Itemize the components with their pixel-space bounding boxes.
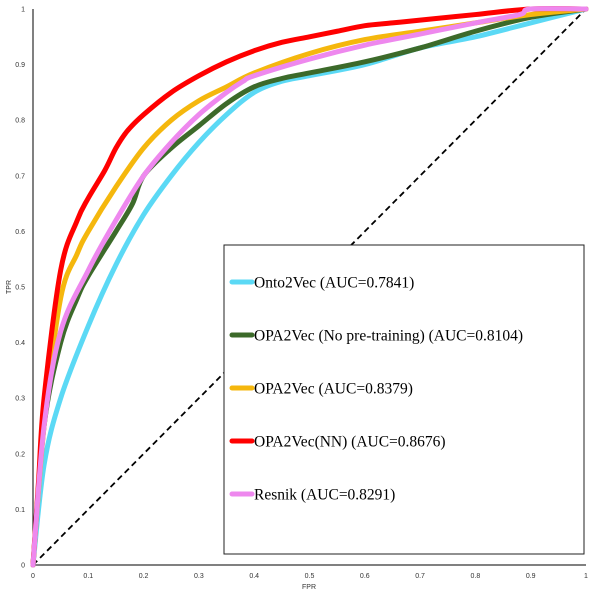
x-tick-label: 0.7 <box>415 573 425 580</box>
series-line-4 <box>30 6 589 568</box>
x-tick-label: 0.9 <box>526 573 536 580</box>
series-group <box>30 6 589 568</box>
legend-items: Onto2Vec (AUC=0.7841) OPA2Vec (No pre-tra… <box>229 275 523 504</box>
x-tick-label: 0.8 <box>471 573 481 580</box>
x-tick-label: 0.2 <box>139 573 149 580</box>
y-axis-title: TPR <box>6 280 13 294</box>
x-tick-labels: 0 0.1 0.2 0.3 0.4 0.5 0.6 0.7 0.8 0.9 1 <box>31 573 588 580</box>
x-tick-label: 0.4 <box>249 573 259 580</box>
y-tick-label: 0.7 <box>15 173 25 180</box>
legend-label: Onto2Vec (AUC=0.7841) <box>254 275 414 292</box>
x-tick-label: 0.3 <box>194 573 204 580</box>
legend-box <box>223 244 585 555</box>
legend: Onto2Vec (AUC=0.7841) OPA2Vec (No pre-tra… <box>223 244 585 555</box>
legend-label: Resnik (AUC=0.8291) <box>254 487 395 504</box>
y-tick-label: 0.9 <box>15 62 25 69</box>
y-tick-label: 0.5 <box>15 285 25 292</box>
legend-label: OPA2Vec(NN) (AUC=0.8676) <box>254 434 446 451</box>
y-tick-label: 0.8 <box>15 118 25 125</box>
y-tick-label: 0.6 <box>15 229 25 236</box>
y-tick-label: 1 <box>21 7 25 14</box>
x-tick-label: 0.1 <box>83 573 93 580</box>
series-line-2 <box>30 6 589 568</box>
legend-label: OPA2Vec (AUC=0.8379) <box>254 381 413 398</box>
y-tick-label: 0 <box>21 563 25 570</box>
y-tick-label: 0.4 <box>15 340 25 347</box>
x-tick-label: 0 <box>31 573 35 580</box>
x-tick-label: 1 <box>584 573 588 580</box>
x-tick-label: 0.5 <box>305 573 315 580</box>
y-tick-labels: 0 0.1 0.2 0.3 0.4 0.5 0.6 0.7 0.8 0.9 1 <box>15 7 25 570</box>
y-tick-label: 0.1 <box>15 507 25 514</box>
x-axis-title: FPR <box>302 584 316 591</box>
legend-label: OPA2Vec (No pre-training) (AUC=0.8104) <box>254 328 523 345</box>
axes <box>32 9 586 566</box>
series-line-5 <box>30 6 589 568</box>
x-tick-label: 0.6 <box>360 573 370 580</box>
y-tick-label: 0.3 <box>15 396 25 403</box>
y-tick-label: 0.2 <box>15 451 25 458</box>
